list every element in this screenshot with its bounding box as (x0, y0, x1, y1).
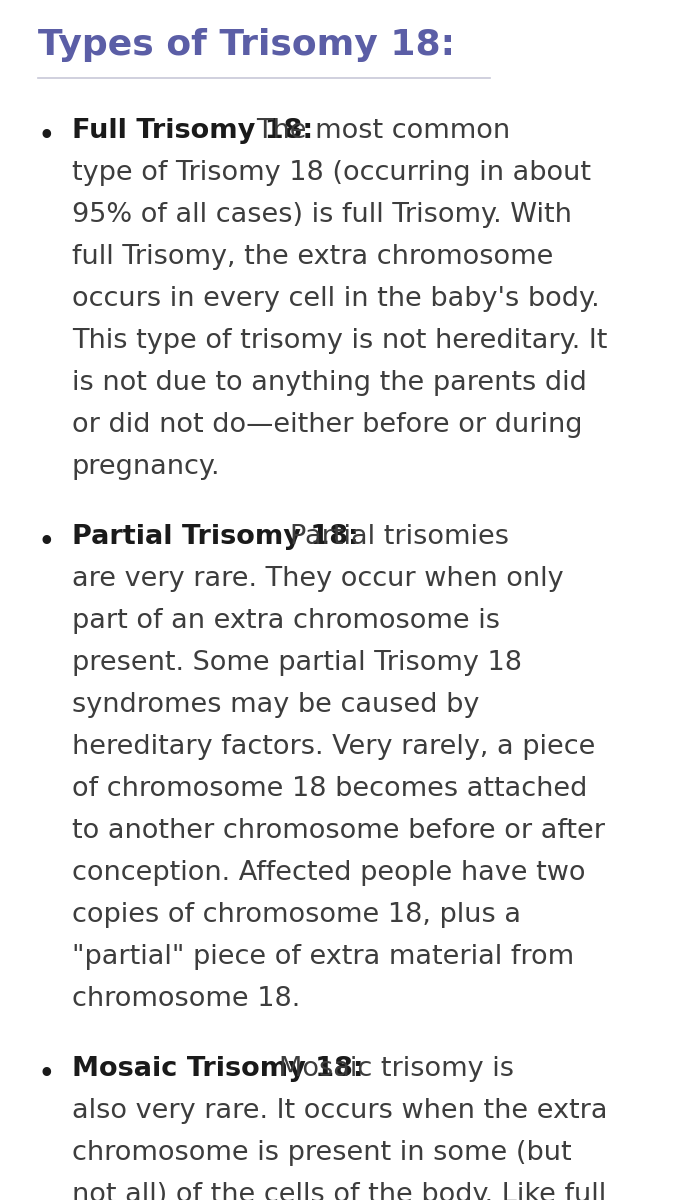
Text: Mosaic trisomy is: Mosaic trisomy is (279, 1056, 514, 1082)
Text: copies of chromosome 18, plus a: copies of chromosome 18, plus a (72, 902, 521, 928)
Text: Mosaic Trisomy 18:: Mosaic Trisomy 18: (72, 1056, 364, 1082)
Text: Full Trisomy 18:: Full Trisomy 18: (72, 118, 313, 144)
Text: to another chromosome before or after: to another chromosome before or after (72, 818, 605, 844)
Text: pregnancy.: pregnancy. (72, 454, 220, 480)
Text: chromosome 18.: chromosome 18. (72, 986, 300, 1012)
Text: part of an extra chromosome is: part of an extra chromosome is (72, 608, 500, 634)
Text: 95% of all cases) is full Trisomy. With: 95% of all cases) is full Trisomy. With (72, 202, 572, 228)
Text: present. Some partial Trisomy 18: present. Some partial Trisomy 18 (72, 650, 522, 676)
Text: are very rare. They occur when only: are very rare. They occur when only (72, 566, 563, 592)
Text: •: • (38, 122, 56, 151)
Text: syndromes may be caused by: syndromes may be caused by (72, 692, 479, 718)
Text: "partial" piece of extra material from: "partial" piece of extra material from (72, 944, 574, 970)
Text: full Trisomy, the extra chromosome: full Trisomy, the extra chromosome (72, 244, 553, 270)
Text: of chromosome 18 becomes attached: of chromosome 18 becomes attached (72, 776, 587, 802)
Text: occurs in every cell in the baby's body.: occurs in every cell in the baby's body. (72, 286, 599, 312)
Text: Partial Trisomy 18:: Partial Trisomy 18: (72, 524, 359, 550)
Text: •: • (38, 528, 56, 557)
Text: conception. Affected people have two: conception. Affected people have two (72, 860, 586, 886)
Text: not all) of the cells of the body. Like full: not all) of the cells of the body. Like … (72, 1182, 606, 1200)
Text: Types of Trisomy 18:: Types of Trisomy 18: (38, 28, 455, 62)
Text: •: • (38, 1060, 56, 1090)
Text: This type of trisomy is not hereditary. It: This type of trisomy is not hereditary. … (72, 328, 608, 354)
Text: hereditary factors. Very rarely, a piece: hereditary factors. Very rarely, a piece (72, 734, 595, 760)
Text: also very rare. It occurs when the extra: also very rare. It occurs when the extra (72, 1098, 608, 1124)
Text: The most common: The most common (256, 118, 510, 144)
Text: or did not do—either before or during: or did not do—either before or during (72, 412, 582, 438)
Text: Partial trisomies: Partial trisomies (290, 524, 509, 550)
Text: is not due to anything the parents did: is not due to anything the parents did (72, 370, 587, 396)
Text: type of Trisomy 18 (occurring in about: type of Trisomy 18 (occurring in about (72, 160, 591, 186)
Text: chromosome is present in some (but: chromosome is present in some (but (72, 1140, 572, 1166)
